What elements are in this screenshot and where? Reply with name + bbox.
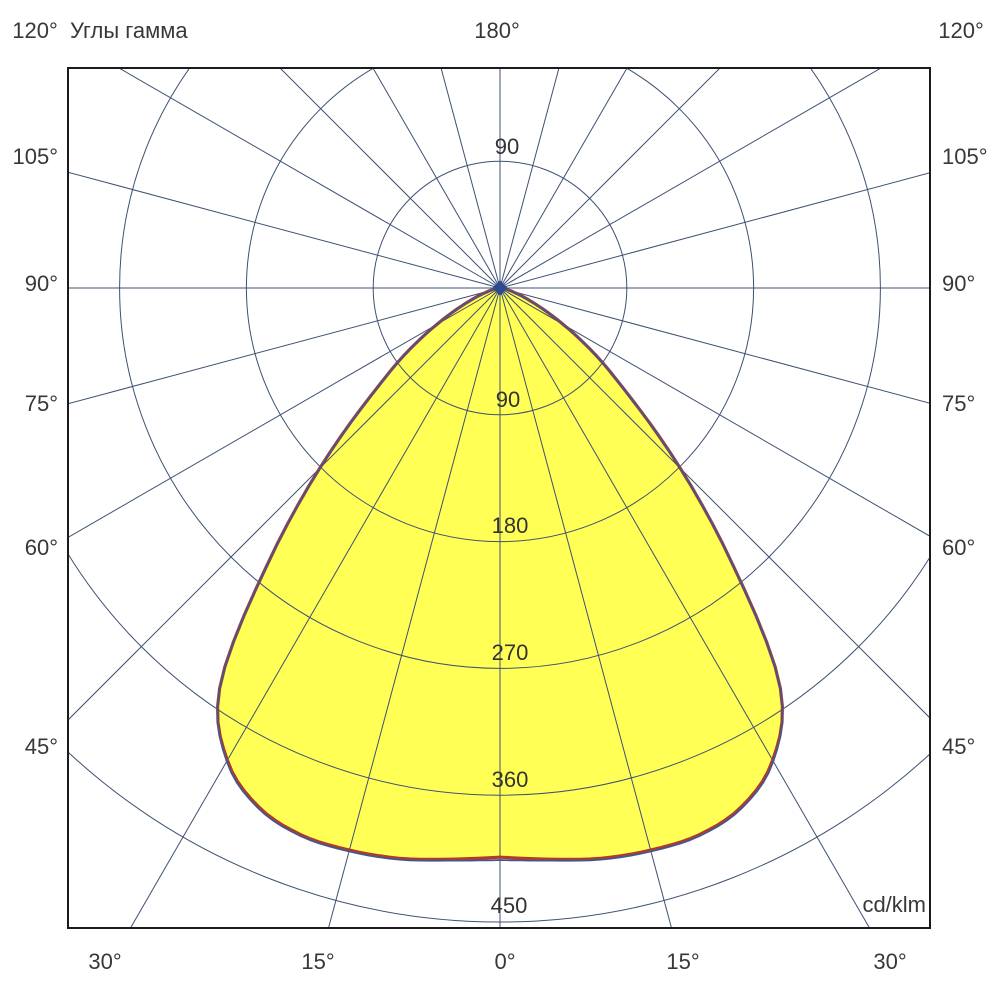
grid-ray [499, 287, 930, 537]
grid-ray [440, 68, 501, 289]
angle-label-right-105: 105° [942, 144, 988, 169]
grid-ray [499, 287, 673, 928]
curve-blue [216, 287, 784, 862]
radial-tick-180: 180 [491, 513, 529, 538]
unit-label: cd/klm [862, 892, 926, 917]
grid-ray [499, 287, 930, 404]
grid-ray [68, 287, 501, 721]
angle-label-bottom-0: 0° [494, 949, 516, 974]
angle-label-right-90: 90° [942, 271, 976, 296]
angle-label-bottom-30L: 30° [88, 949, 122, 974]
angle-label-left-60: 60° [24, 535, 58, 560]
radial-tick-360: 360 [491, 767, 529, 792]
grid-ray [499, 172, 930, 289]
radial-tick-270: 270 [491, 640, 529, 665]
angle-label-right-45: 45° [942, 734, 976, 759]
angle-label-bottom-30R: 30° [873, 949, 907, 974]
grid-ray [68, 287, 501, 405]
angle-label-top-right: 120° [938, 18, 984, 43]
angle-label-left-75: 75° [24, 391, 58, 416]
radial-tick-450: 450 [490, 893, 528, 918]
angle-label-left-90: 90° [24, 271, 58, 296]
grid-ray [499, 287, 871, 928]
grid-ray [372, 68, 501, 289]
grid-ray [279, 68, 501, 289]
angle-label-bottom-15R: 15° [666, 949, 700, 974]
grid-ray [327, 287, 501, 928]
angle-label-right-60: 60° [942, 535, 976, 560]
grid-ray [499, 68, 560, 289]
chart-title: Углы гамма [70, 18, 188, 43]
grid-ray [129, 287, 501, 928]
grid-ray [68, 287, 501, 538]
radial-tick-90-upper: 90 [494, 134, 520, 159]
grid-ray [499, 68, 883, 289]
grid-ray [499, 68, 721, 289]
radial-tick-90: 90 [495, 387, 521, 412]
chart-frame [67, 67, 931, 929]
angle-label-bottom-15L: 15° [301, 949, 335, 974]
angle-label-top-left: 120° [12, 18, 58, 43]
grid-ray [499, 287, 930, 719]
grid-ray [499, 68, 628, 289]
angle-label-right-75: 75° [942, 391, 976, 416]
grid-ray [117, 68, 501, 289]
angle-label-left-45: 45° [24, 734, 58, 759]
angle-label-left-105: 105° [12, 144, 58, 169]
angle-label-top-center: 180° [474, 18, 520, 43]
grid-ray [68, 171, 501, 289]
